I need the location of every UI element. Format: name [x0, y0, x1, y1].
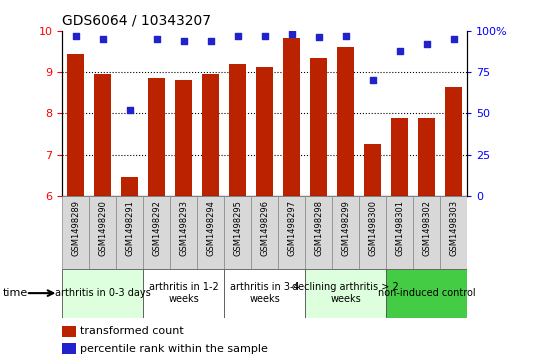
Point	[260, 33, 269, 39]
Bar	[148, 78, 165, 196]
Bar	[170, 196, 197, 269]
Bar	[391, 118, 408, 196]
Text: time: time	[3, 288, 28, 298]
Text: GSM1498297: GSM1498297	[287, 200, 296, 256]
Bar	[89, 196, 116, 269]
Bar	[440, 196, 467, 269]
Text: GDS6064 / 10343207: GDS6064 / 10343207	[62, 13, 211, 27]
Bar	[229, 64, 246, 196]
Bar	[116, 196, 143, 269]
Point	[179, 38, 188, 44]
Bar	[143, 269, 224, 318]
Point	[287, 31, 296, 37]
Text: GSM1498293: GSM1498293	[179, 200, 188, 256]
Bar	[278, 196, 305, 269]
Point	[341, 33, 350, 39]
Bar	[143, 196, 170, 269]
Text: GSM1498298: GSM1498298	[314, 200, 323, 256]
Bar	[418, 118, 435, 196]
Bar	[386, 196, 413, 269]
Text: GSM1498289: GSM1498289	[71, 200, 80, 256]
Text: GSM1498290: GSM1498290	[98, 200, 107, 256]
Bar	[121, 178, 138, 196]
Point	[98, 36, 107, 42]
Point	[233, 33, 242, 39]
Bar	[62, 326, 76, 337]
Bar	[332, 196, 359, 269]
Text: non-induced control: non-induced control	[378, 288, 475, 298]
Point	[449, 36, 458, 42]
Text: transformed count: transformed count	[80, 326, 184, 337]
Bar	[197, 196, 224, 269]
Text: GSM1498295: GSM1498295	[233, 200, 242, 256]
Text: percentile rank within the sample: percentile rank within the sample	[80, 344, 268, 354]
Bar	[67, 54, 84, 196]
Text: GSM1498300: GSM1498300	[368, 200, 377, 256]
Bar	[62, 196, 89, 269]
Point	[206, 38, 215, 44]
Bar	[283, 38, 300, 196]
Bar	[224, 196, 251, 269]
Bar	[256, 67, 273, 196]
Text: GSM1498302: GSM1498302	[422, 200, 431, 256]
Text: arthritis in 1-2
weeks: arthritis in 1-2 weeks	[148, 282, 219, 304]
Text: GSM1498296: GSM1498296	[260, 200, 269, 256]
Text: GSM1498291: GSM1498291	[125, 200, 134, 256]
Bar	[359, 196, 386, 269]
Text: GSM1498299: GSM1498299	[341, 200, 350, 256]
Text: GSM1498301: GSM1498301	[395, 200, 404, 256]
Bar	[310, 58, 327, 196]
Bar	[62, 269, 143, 318]
Text: GSM1498303: GSM1498303	[449, 200, 458, 256]
Point	[152, 36, 161, 42]
Point	[125, 107, 134, 113]
Bar	[224, 269, 305, 318]
Bar	[413, 196, 440, 269]
Point	[422, 41, 431, 47]
Bar	[94, 74, 111, 196]
Bar	[305, 196, 332, 269]
Bar	[445, 87, 462, 196]
Text: declining arthritis > 2
weeks: declining arthritis > 2 weeks	[292, 282, 399, 304]
Text: arthritis in 3-4
weeks: arthritis in 3-4 weeks	[230, 282, 299, 304]
Text: GSM1498294: GSM1498294	[206, 200, 215, 256]
Text: GSM1498292: GSM1498292	[152, 200, 161, 256]
Bar	[386, 269, 467, 318]
Point	[71, 33, 80, 39]
Bar	[251, 196, 278, 269]
Bar	[202, 74, 219, 196]
Point	[368, 77, 377, 83]
Point	[314, 34, 323, 40]
Bar	[305, 269, 386, 318]
Text: arthritis in 0-3 days: arthritis in 0-3 days	[55, 288, 151, 298]
Bar	[364, 144, 381, 196]
Bar	[337, 46, 354, 196]
Point	[395, 48, 404, 54]
Bar	[62, 343, 76, 354]
Bar	[175, 79, 192, 196]
